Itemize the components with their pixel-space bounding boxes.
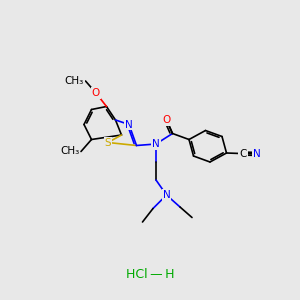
Text: N: N — [163, 190, 170, 200]
Text: C: C — [239, 148, 247, 159]
Text: N: N — [253, 149, 260, 159]
Text: S: S — [105, 137, 111, 148]
Text: O: O — [162, 115, 171, 125]
Text: O: O — [92, 88, 100, 98]
Text: CH₃: CH₃ — [65, 76, 84, 86]
Text: HCl — H: HCl — H — [126, 268, 174, 281]
Text: N: N — [125, 119, 133, 130]
Text: CH₃: CH₃ — [60, 146, 80, 157]
Text: N: N — [152, 139, 160, 149]
